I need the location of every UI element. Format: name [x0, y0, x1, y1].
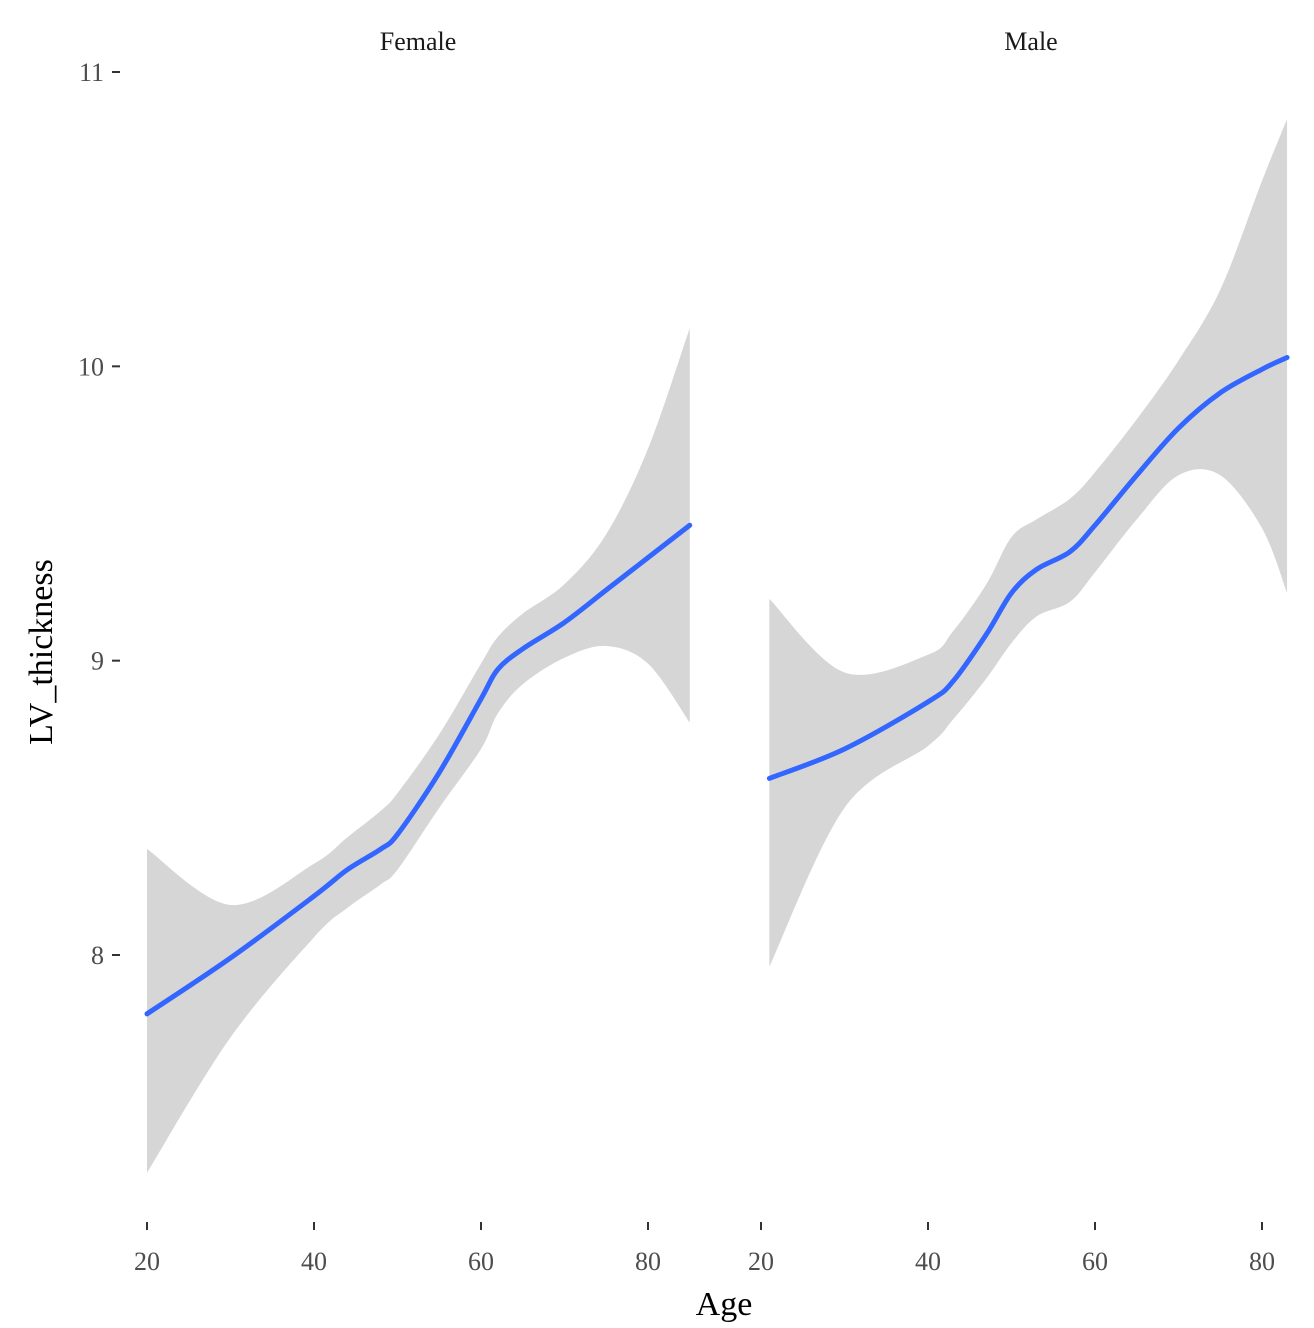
panel-male: Male 20 40 60 80	[748, 27, 1290, 1276]
strip-label-female: Female	[380, 27, 457, 56]
y-axis: 8 9 10 11	[78, 58, 120, 970]
x-tick-label: 60	[468, 1247, 494, 1276]
x-tick-label: 60	[1082, 1247, 1108, 1276]
smooth-line-female	[144, 522, 693, 1017]
x-tick-label: 80	[635, 1247, 661, 1276]
confidence-ribbon-female	[147, 328, 690, 1173]
x-tick-label: 20	[134, 1247, 160, 1276]
confidence-ribbon-male	[769, 119, 1288, 967]
x-tick-label: 40	[301, 1247, 327, 1276]
y-axis-title: LV_thickness	[23, 559, 60, 745]
strip-label-male: Male	[1004, 27, 1057, 56]
panels-layer: Female 20 40 60 80 Male 20 40 60 80	[134, 27, 1290, 1276]
y-tick-label: 9	[91, 647, 104, 676]
x-tick-label: 80	[1249, 1247, 1275, 1276]
panel-female: Female 20 40 60 80	[134, 27, 693, 1276]
x-tick-label: 40	[915, 1247, 941, 1276]
y-tick-label: 8	[91, 941, 104, 970]
y-tick-label: 10	[78, 352, 104, 381]
y-tick-label: 11	[79, 58, 104, 87]
x-axis-title: Age	[696, 1286, 753, 1323]
x-tick-label: 20	[748, 1247, 774, 1276]
smooth-line-male	[766, 355, 1290, 781]
